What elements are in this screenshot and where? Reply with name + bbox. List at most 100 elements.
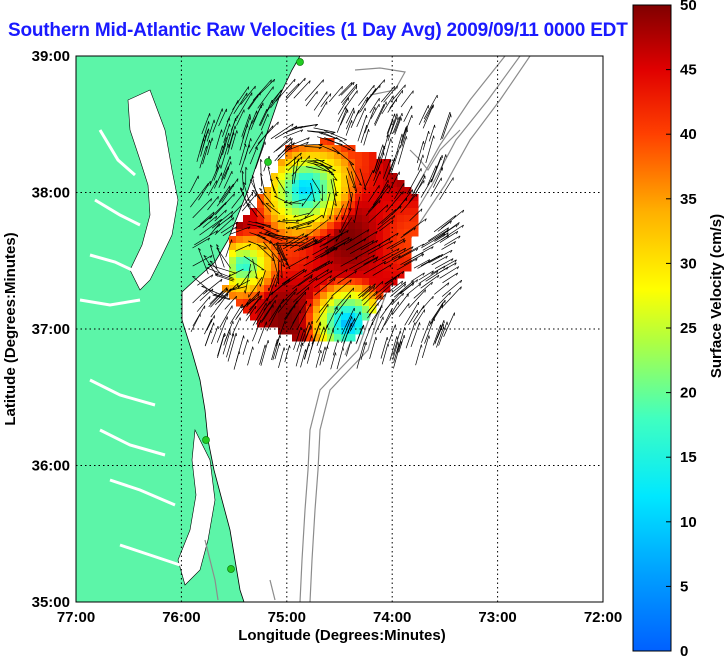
vector-arrowhead — [354, 270, 357, 274]
velocity-vector — [258, 78, 275, 96]
velocity-vector — [207, 264, 237, 274]
velocity-vector — [397, 136, 407, 165]
velocity-cell — [313, 243, 321, 251]
velocity-vector — [434, 232, 449, 242]
vector-arrowhead — [415, 193, 418, 197]
velocity-vector — [436, 326, 444, 348]
velocity-cell — [313, 145, 321, 153]
latitude-tick-labels: 39:00 38:00 37:00 36:00 35:00 — [32, 48, 70, 611]
velocity-cell — [355, 320, 363, 328]
velocity-cell — [376, 271, 384, 279]
velocity-vector — [396, 258, 418, 271]
velocity-cell — [327, 194, 335, 202]
vector-arrowhead — [427, 259, 430, 263]
velocity-cell — [285, 257, 293, 265]
vector-arrowhead — [265, 231, 269, 233]
river — [98, 129, 136, 177]
velocity-vector — [374, 101, 387, 127]
colorbar-tick-label: 0 — [680, 643, 688, 659]
velocity-vector — [267, 234, 296, 239]
velocity-cell — [236, 285, 244, 293]
vector-arrowhead — [251, 120, 253, 124]
vector-arrowhead — [350, 163, 354, 165]
vector-arrowhead — [420, 208, 423, 212]
velocity-vector — [316, 326, 325, 347]
velocity-cell — [257, 222, 265, 230]
vector-arrowhead — [449, 292, 451, 296]
colorbar-label: Surface Velocity (cm/s) — [708, 214, 724, 378]
vector-arrowhead — [260, 159, 263, 162]
vector-arrowhead — [235, 296, 237, 300]
velocity-vector — [304, 200, 321, 219]
bathymetry-contour — [354, 67, 406, 96]
velocity-cell — [327, 306, 335, 314]
velocity-cell — [285, 180, 293, 188]
velocity-vector — [422, 131, 429, 151]
vector-arrowhead — [259, 231, 263, 234]
velocity-vector — [218, 166, 229, 188]
velocity-vector — [403, 105, 413, 122]
velocity-cell — [327, 250, 335, 258]
vector-arrowhead — [234, 125, 237, 129]
vector-arrowhead — [329, 275, 332, 279]
vector-arrowhead — [243, 182, 246, 185]
velocity-cell — [390, 278, 398, 286]
velocity-cell — [320, 222, 328, 230]
velocity-vector — [367, 240, 393, 255]
velocity-vector — [215, 129, 222, 150]
vector-arrowhead — [315, 239, 318, 243]
velocity-vector — [198, 248, 209, 275]
vector-arrowhead — [231, 239, 233, 243]
velocity-cell — [383, 208, 391, 216]
velocity-vector — [354, 257, 378, 272]
velocity-cell — [327, 257, 335, 265]
velocity-cell — [334, 187, 342, 195]
vector-arrowhead — [231, 210, 234, 215]
vector-arrowhead — [330, 261, 333, 265]
vector-arrowhead — [304, 269, 307, 273]
velocity-cell — [306, 229, 314, 237]
velocity-vector — [417, 154, 424, 171]
velocity-vector — [219, 305, 233, 328]
velocity-cell — [285, 250, 293, 258]
vector-arrowhead — [259, 283, 261, 287]
vector-arrowhead — [358, 183, 362, 186]
velocity-vector — [247, 346, 254, 366]
velocity-cell — [306, 222, 314, 230]
velocity-vector — [368, 204, 389, 223]
velocity-vector — [374, 282, 394, 300]
velocity-cell — [313, 320, 321, 328]
velocity-vector — [244, 120, 253, 146]
vector-arrowhead — [240, 187, 244, 190]
vector-arrowhead — [335, 247, 338, 251]
velocity-vector — [415, 344, 422, 366]
velocity-vector — [332, 146, 355, 165]
velocity-cell — [383, 243, 391, 251]
velocity-vector — [337, 106, 347, 122]
velocity-cell — [369, 194, 377, 202]
colorbar-tick-label: 10 — [680, 514, 697, 531]
vector-arrowhead — [282, 258, 285, 261]
vector-arrowhead — [428, 335, 430, 339]
velocity-cell — [320, 292, 328, 300]
velocity-cell — [327, 285, 335, 293]
velocity-cell — [355, 278, 363, 286]
velocity-vector — [241, 113, 251, 137]
velocity-vector — [387, 171, 400, 194]
y-tick-label: 35:00 — [32, 594, 70, 611]
velocity-cell — [264, 257, 272, 265]
velocity-vector — [301, 191, 313, 207]
velocity-vector — [433, 215, 456, 233]
velocity-vector — [382, 134, 389, 155]
vector-arrowhead — [245, 166, 248, 170]
velocity-cell — [404, 208, 412, 216]
velocity-vector — [265, 203, 281, 215]
velocity-cell — [334, 173, 342, 181]
velocity-vector — [277, 243, 289, 266]
velocity-cell — [278, 243, 286, 251]
velocity-cell — [404, 236, 412, 244]
velocity-vector — [222, 331, 231, 355]
vector-arrowhead — [243, 335, 245, 339]
vector-arrowhead — [446, 321, 448, 325]
